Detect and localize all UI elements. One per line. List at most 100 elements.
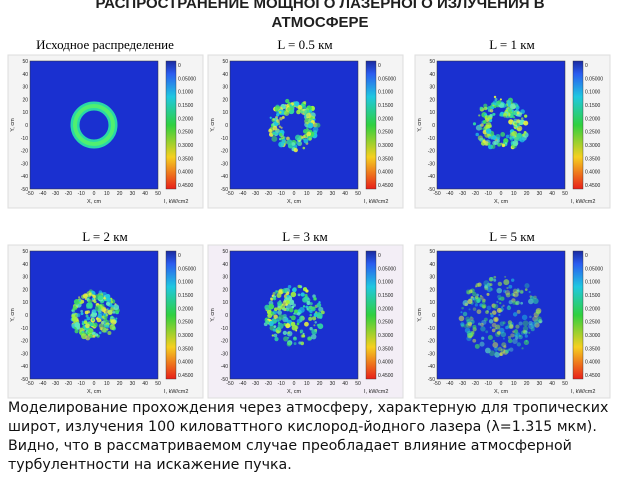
speckle [489, 114, 493, 118]
colorbar-label: I, kW/cm2 [164, 389, 188, 395]
speckle [491, 106, 495, 110]
speckle [294, 101, 300, 107]
x-tick-label: 30 [537, 191, 543, 197]
speckle [283, 110, 290, 116]
speckle [305, 112, 312, 119]
x-tick-label: 50 [155, 191, 161, 197]
y-tick-label: -20 [21, 149, 28, 155]
panel-label: L = 5 км [489, 229, 535, 244]
x-tick-label: -50 [26, 191, 33, 197]
speckle [538, 319, 543, 324]
speckle [313, 324, 316, 327]
y-tick-label: 0 [25, 313, 28, 319]
speckle [312, 126, 319, 133]
speckle [302, 105, 307, 110]
speckle [273, 314, 278, 319]
speckle [109, 324, 116, 330]
colorbar-tick-label: 0.05000 [178, 266, 196, 272]
speckle [470, 295, 474, 299]
speckle [469, 316, 473, 319]
speckle [523, 339, 529, 346]
speckle [497, 346, 503, 352]
colorbar-tick-label: 0.3500 [178, 156, 194, 162]
x-tick-label: 50 [562, 191, 568, 197]
speckle [318, 306, 324, 312]
y-tick-label: 50 [222, 59, 228, 65]
y-tick-label: 10 [429, 110, 435, 116]
speckle [512, 116, 516, 119]
y-tick-label: 0 [225, 123, 228, 129]
speckle [297, 104, 303, 110]
speckle [488, 319, 494, 324]
x-tick-label: 30 [330, 381, 336, 387]
colorbar-tick-label: 0.2500 [585, 130, 601, 136]
y-tick-label: 30 [429, 275, 435, 281]
speckle [106, 297, 112, 303]
speckle [491, 328, 496, 333]
speckle [509, 136, 512, 140]
speckle [299, 329, 304, 334]
speckle [528, 290, 531, 294]
speckle [515, 125, 518, 128]
speckle [514, 334, 517, 337]
speckle [289, 308, 294, 313]
speckle [277, 321, 281, 325]
speckle [491, 322, 497, 328]
speckle [492, 310, 497, 315]
speckle [512, 312, 518, 317]
speckle [98, 331, 102, 335]
x-tick-label: 0 [293, 191, 296, 197]
speckle [512, 301, 517, 305]
speckle [309, 327, 313, 331]
heatmap [29, 60, 159, 190]
speckle [302, 305, 306, 308]
speckle [533, 319, 539, 325]
speckle [516, 293, 519, 297]
colorbar-tick-label: 0.2500 [585, 320, 601, 326]
speckle [87, 327, 94, 334]
y-tick-label: -50 [21, 377, 28, 383]
y-tick-label: 10 [22, 110, 28, 116]
speckle [482, 305, 486, 309]
speckle [99, 327, 103, 331]
speckle [285, 323, 291, 329]
speckle [507, 335, 512, 340]
x-tick-label: -30 [52, 191, 59, 197]
speckle [489, 326, 492, 329]
speckle [96, 317, 102, 323]
speckle [480, 127, 483, 130]
speckle [98, 290, 103, 294]
speckle [89, 335, 92, 339]
colorbar-tick-label: 0 [585, 253, 588, 259]
speckle [296, 109, 301, 115]
speckle [468, 308, 471, 311]
speckle [479, 106, 483, 110]
speckle [520, 301, 524, 305]
speckle [491, 135, 497, 140]
colorbar-tick-label: 0.3000 [378, 333, 394, 339]
x-tick-label: -20 [265, 381, 272, 387]
y-tick-label: -20 [428, 149, 435, 155]
x-tick-label: -20 [265, 191, 272, 197]
speckle [273, 325, 277, 328]
speckle [472, 291, 477, 297]
speckle [286, 341, 292, 347]
speckle [536, 316, 542, 322]
x-tick-label: 10 [511, 381, 517, 387]
speckle [477, 322, 481, 326]
colorbar-tick-label: 0.3000 [178, 143, 194, 149]
speckle [489, 283, 493, 287]
speckle [300, 110, 304, 114]
colorbar-tick-label: 0.3500 [585, 346, 601, 352]
speckle [497, 142, 502, 147]
colorbar-tick-label: 0 [378, 253, 381, 259]
speckle [303, 138, 309, 144]
y-tick-label: 10 [222, 300, 228, 306]
colorbar-tick-label: 0.1000 [378, 90, 394, 96]
speckle [280, 126, 283, 129]
speckle [285, 300, 290, 305]
speckle [493, 275, 497, 279]
speckle [274, 129, 281, 135]
y-tick-label: 40 [22, 72, 28, 78]
speckle [269, 116, 272, 119]
